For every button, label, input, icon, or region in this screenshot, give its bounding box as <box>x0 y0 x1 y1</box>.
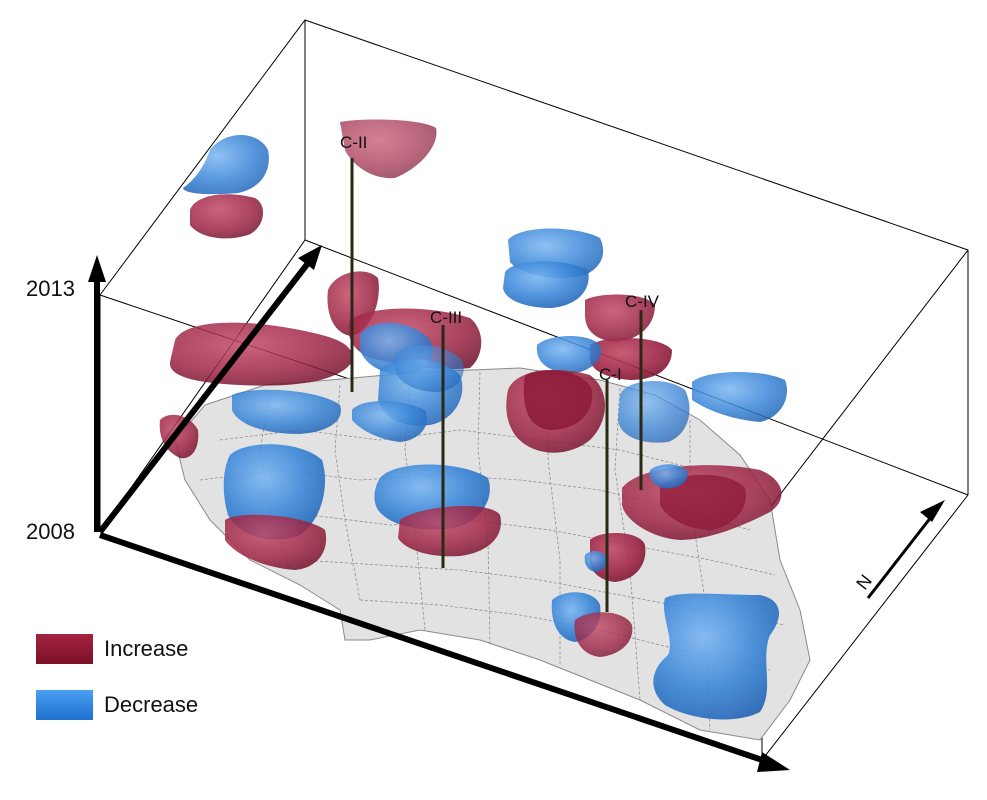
legend-swatch-increase <box>36 634 93 664</box>
increase-volume <box>590 338 672 380</box>
decrease-volume <box>536 336 601 374</box>
increase-volume <box>159 414 199 459</box>
y-axis-diagonal <box>97 245 322 534</box>
hotspot-volumes <box>159 119 788 720</box>
x-axis <box>99 532 790 772</box>
increase-volume <box>589 533 646 582</box>
cluster-label-c4: C-IV <box>625 292 659 311</box>
time-axis-arrowhead <box>88 255 106 282</box>
north-arrow <box>866 500 945 599</box>
increase-volume <box>398 505 501 557</box>
cluster-label-c3: C-III <box>430 308 463 327</box>
cluster-label-c1: C-I <box>599 365 622 384</box>
time-axis-label-bottom: 2008 <box>26 519 75 544</box>
decrease-volume <box>653 593 780 720</box>
legend-label-decrease: Decrease <box>104 692 199 717</box>
decrease-volume <box>232 389 341 434</box>
decrease-volume <box>183 135 269 195</box>
decrease-volume <box>352 401 428 442</box>
increase-volume <box>585 294 655 342</box>
y-axis-arrowhead <box>298 245 322 270</box>
time-axis <box>88 255 106 532</box>
legend-label-increase: Increase <box>104 636 189 661</box>
decrease-volume <box>692 371 788 422</box>
decrease-volume <box>618 380 690 443</box>
increase-volume <box>225 514 327 570</box>
x-axis-arrowhead <box>757 752 790 772</box>
time-axis-label-top: 2013 <box>26 276 75 301</box>
north-arrow-head <box>920 500 945 522</box>
cluster-label-c2: C-II <box>340 133 368 152</box>
decrease-volume <box>503 261 589 308</box>
increase-volume <box>574 612 633 657</box>
increase-volume <box>340 119 437 179</box>
increase-volume <box>169 322 353 386</box>
decrease-volume <box>584 550 607 572</box>
cluster-stalks <box>350 158 643 612</box>
legend-swatch-decrease <box>36 690 93 720</box>
increase-volume <box>190 194 264 239</box>
decrease-volume <box>395 344 464 392</box>
increase-volume <box>660 474 746 530</box>
decrease-volume <box>649 464 688 489</box>
increase-volume <box>523 370 593 430</box>
